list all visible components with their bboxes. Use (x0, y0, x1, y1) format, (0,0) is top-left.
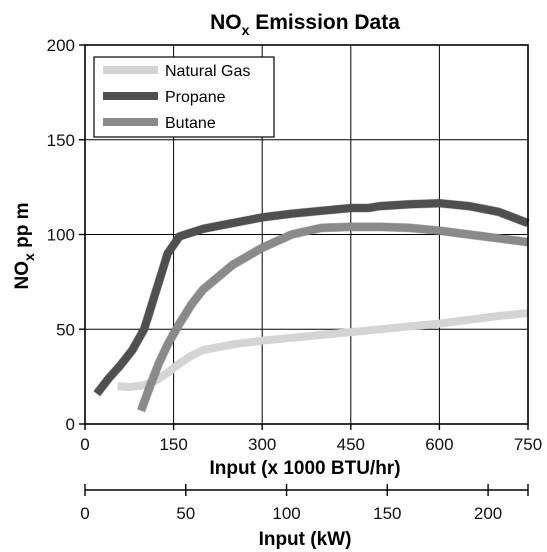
x2-tick-label: 200 (474, 504, 502, 523)
y-axis-title: NOx pp m (12, 203, 37, 290)
x-tick-label: 150 (159, 435, 187, 454)
x2-tick-label: 50 (176, 504, 195, 523)
x-tick-label: 750 (514, 435, 542, 454)
x-tick-label: 600 (425, 435, 453, 454)
x2-tick-label: 100 (272, 504, 300, 523)
x-tick-label: 300 (248, 435, 276, 454)
x-axis-ticks: 0 150 300 450 600 750 (80, 424, 542, 454)
secondary-x-axis: 0 50 100 150 200 (80, 484, 529, 523)
y-axis-ticks: 0 50 100 150 200 (47, 36, 85, 434)
x2-tick-label: 150 (373, 504, 401, 523)
legend-label-propane: Propane (165, 89, 226, 106)
propane-series-line (93, 199, 530, 397)
y-tick-label: 150 (47, 131, 75, 150)
chart-title-sub: x (242, 22, 250, 38)
series-layer (93, 198, 530, 413)
legend-label-butane: Butane (165, 115, 216, 132)
chart-title-main: NO (210, 11, 242, 34)
x-axis-title: Input (x 1000 BTU/hr) (209, 458, 400, 479)
y-axis-title-main: NO (12, 261, 33, 290)
x-tick-label: 450 (337, 435, 365, 454)
y-axis-title-sub: x (21, 253, 37, 261)
x2-tick-label: 0 (80, 504, 89, 523)
x2-axis-title: Input (kW) (259, 529, 352, 550)
legend-items: Natural Gas Propane Butane (103, 63, 250, 132)
y-tick-label: 100 (47, 226, 75, 245)
y-axis-title-rest: pp m (12, 203, 33, 254)
x-tick-label: 0 (80, 435, 89, 454)
legend-label-natural-gas: Natural Gas (165, 63, 250, 80)
chart-title: NOx Emission Data (210, 11, 400, 38)
chart-title-rest: Emission Data (249, 11, 400, 34)
y-tick-label: 0 (66, 415, 75, 434)
legend: Natural Gas Propane Butane (93, 56, 275, 138)
y-tick-label: 200 (47, 36, 75, 55)
y-tick-label: 50 (56, 320, 75, 339)
butane-series-line (137, 222, 529, 413)
